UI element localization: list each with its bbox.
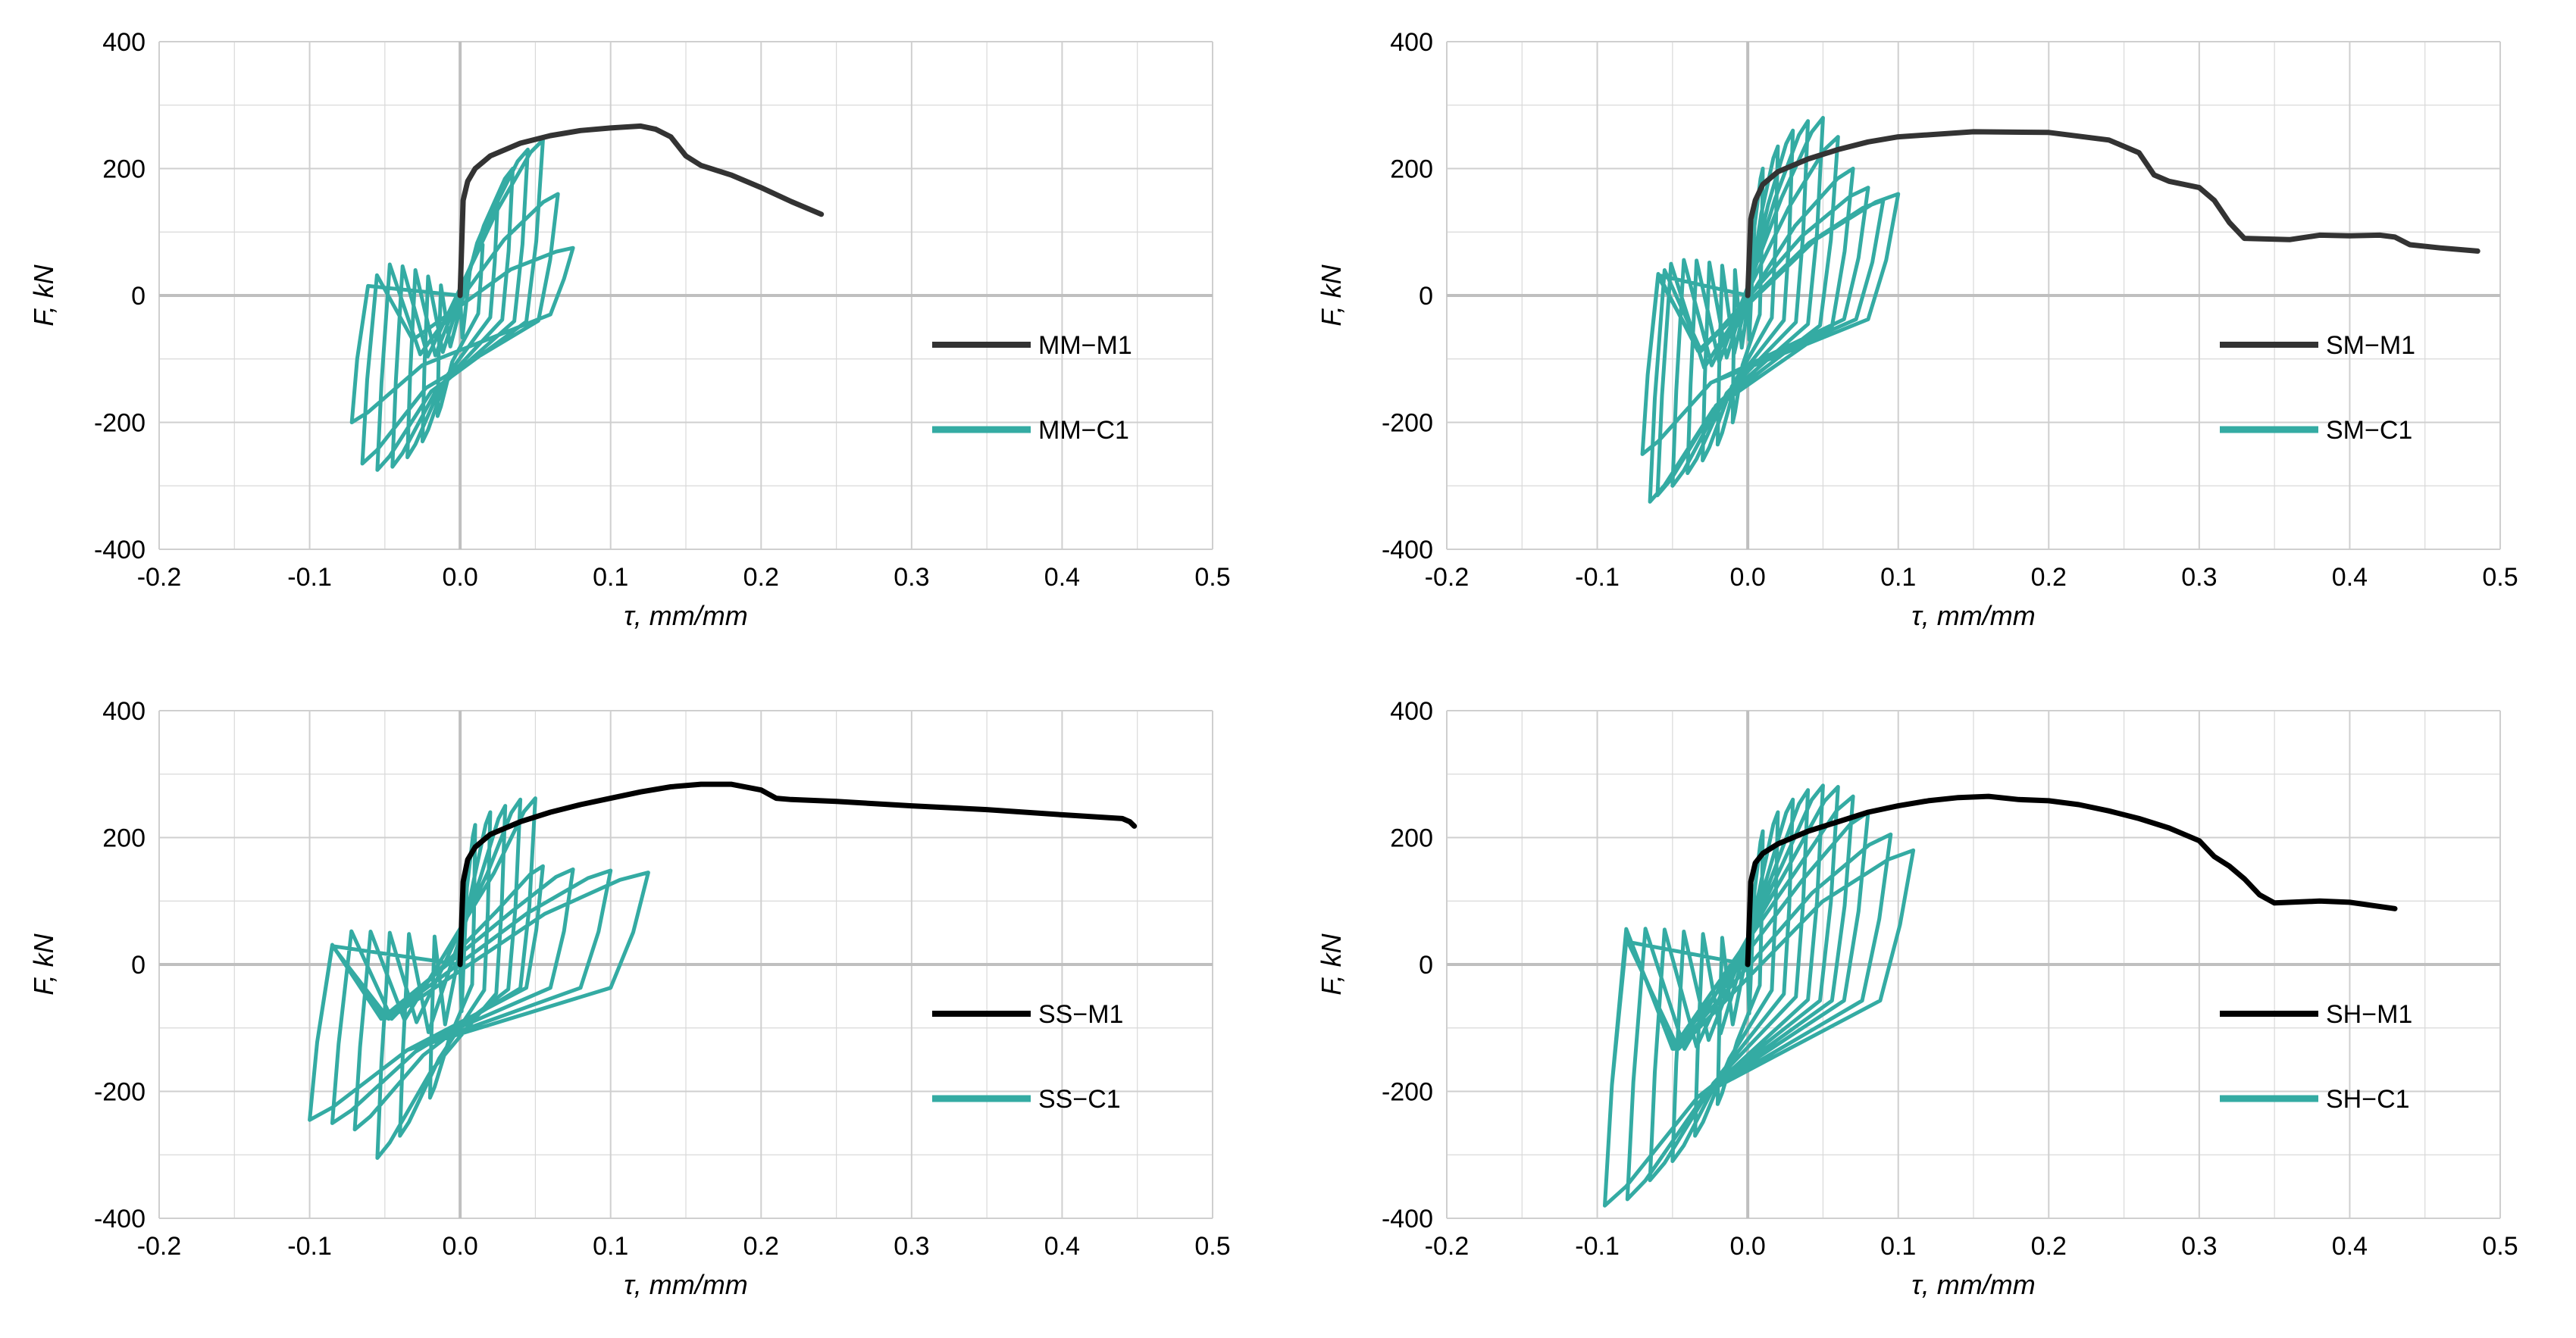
x-tick-label: 0.3 <box>2181 563 2217 592</box>
chart-sh: -0.2 -0.1 0.0 0.1 0.2 0.3 0.4 0.5 400 200 0 -200 -40… <box>1288 669 2576 1338</box>
series-line-monotonic <box>457 781 1138 968</box>
x-tick-label: 0.5 <box>1194 563 1230 592</box>
x-tick-label: -0.1 <box>287 1232 332 1261</box>
y-tick-label: -400 <box>1382 536 1433 564</box>
y-tick-label: 200 <box>1390 824 1433 853</box>
legend: SH−M1 SH−C1 <box>2220 1000 2412 1114</box>
y-axis-title: F, kN <box>28 933 59 995</box>
x-tick-label: 0.0 <box>1730 1232 1766 1261</box>
x-tick-label: -0.2 <box>1425 1232 1470 1261</box>
y-tick-label: -200 <box>1382 409 1433 438</box>
series-line-monotonic <box>457 123 825 299</box>
series-line-cyclic <box>308 796 650 1160</box>
y-tick-label: 0 <box>1419 282 1433 311</box>
y-axis-title: F, kN <box>1316 264 1347 326</box>
chart-sm: -0.2 -0.1 0.0 0.1 0.2 0.3 0.4 0.5 400 200 0 -200 -40… <box>1288 0 2576 669</box>
series-line-cyclic <box>1603 783 1916 1208</box>
x-tick-label: -0.1 <box>287 563 332 592</box>
legend-label: SH−C1 <box>2326 1085 2410 1114</box>
x-tick-label: 0.5 <box>2482 563 2518 592</box>
x-axis-title: τ, mm/mm <box>624 1269 747 1300</box>
y-tick-label: 0 <box>131 282 146 311</box>
x-tick-label: 0.0 <box>1730 563 1766 592</box>
legend: MM−M1 MM−C1 <box>932 331 1132 445</box>
legend-label: SH−M1 <box>2326 1000 2412 1029</box>
x-tick-label: 0.3 <box>894 1232 929 1261</box>
x-axis-title: τ, mm/mm <box>1911 1269 2035 1300</box>
y-tick-label: 200 <box>102 824 146 853</box>
x-tick-label: 0.2 <box>2031 563 2067 592</box>
legend-label: SS−C1 <box>1038 1085 1121 1114</box>
x-tick-label: 0.5 <box>2482 1232 2518 1261</box>
legend: SM−M1 SM−C1 <box>2220 331 2415 445</box>
y-tick-label: 400 <box>102 28 146 57</box>
y-tick-label: -400 <box>94 536 146 564</box>
x-tick-label: 0.2 <box>2031 1232 2067 1261</box>
series-line-cyclic <box>1640 116 1901 504</box>
x-tick-label: 0.4 <box>2332 563 2368 592</box>
series-line-monotonic <box>1745 129 2481 299</box>
y-tick-label: -200 <box>1382 1078 1433 1107</box>
legend-label: MM−M1 <box>1038 331 1132 360</box>
x-tick-label: 0.0 <box>443 1232 478 1261</box>
x-tick-label: -0.1 <box>1575 1232 1620 1261</box>
chart-ss: -0.2 -0.1 0.0 0.1 0.2 0.3 0.4 0.5 400 200 0 -200 -40… <box>0 669 1288 1338</box>
legend-label: SM−C1 <box>2326 416 2412 445</box>
chart-svg: -0.2 -0.1 0.0 0.1 0.2 0.3 0.4 0.5 400 200 0 -200 -40… <box>1316 28 2518 631</box>
x-tick-label: 0.2 <box>743 1232 779 1261</box>
y-tick-label: 0 <box>1419 951 1433 980</box>
x-tick-label: 0.1 <box>1880 563 1916 592</box>
x-tick-label: -0.1 <box>1575 563 1620 592</box>
x-tick-label: 0.0 <box>443 563 478 592</box>
y-tick-label: -400 <box>94 1205 146 1233</box>
y-tick-label: 0 <box>131 951 146 980</box>
x-tick-label: 0.1 <box>593 1232 628 1261</box>
legend-label: MM−C1 <box>1038 416 1129 445</box>
legend-label: SS−M1 <box>1038 1000 1123 1029</box>
x-tick-label: -0.2 <box>137 563 182 592</box>
x-tick-label: -0.2 <box>1425 563 1470 592</box>
x-tick-label: -0.2 <box>137 1232 182 1261</box>
x-tick-label: 0.4 <box>2332 1232 2368 1261</box>
x-tick-label: 0.4 <box>1044 1232 1080 1261</box>
y-tick-label: 400 <box>1390 28 1433 57</box>
x-tick-label: 0.3 <box>894 563 929 592</box>
x-tick-label: 0.1 <box>593 563 628 592</box>
y-tick-label: -200 <box>94 1078 146 1107</box>
y-tick-label: 400 <box>1390 697 1433 726</box>
x-tick-label: 0.5 <box>1194 1232 1230 1261</box>
legend-label: SM−M1 <box>2326 331 2415 360</box>
x-tick-label: 0.4 <box>1044 563 1080 592</box>
y-axis-title: F, kN <box>1316 933 1347 995</box>
x-tick-label: 0.2 <box>743 563 779 592</box>
x-axis-title: τ, mm/mm <box>1911 600 2035 631</box>
y-axis-title: F, kN <box>28 264 59 326</box>
x-axis-title: τ, mm/mm <box>624 600 747 631</box>
y-tick-label: -200 <box>94 409 146 438</box>
series-line-monotonic <box>1745 793 2398 968</box>
x-tick-label: 0.3 <box>2181 1232 2217 1261</box>
y-tick-label: 200 <box>102 155 146 184</box>
chart-mm: -0.2 -0.1 0.0 0.1 0.2 0.3 0.4 0.5 400 200 0 -200 -40… <box>0 0 1288 669</box>
series-line-cyclic <box>349 138 575 472</box>
y-tick-label: 200 <box>1390 155 1433 184</box>
legend: SS−M1 SS−C1 <box>932 1000 1123 1114</box>
chart-svg: -0.2 -0.1 0.0 0.1 0.2 0.3 0.4 0.5 400 200 0 -200 -40… <box>1316 697 2518 1300</box>
y-tick-label: 400 <box>102 697 146 726</box>
x-tick-label: 0.1 <box>1880 1232 1916 1261</box>
chart-svg: -0.2 -0.1 0.0 0.1 0.2 0.3 0.4 0.5 400 200 0 -200 -40… <box>28 28 1231 631</box>
chart-svg: -0.2 -0.1 0.0 0.1 0.2 0.3 0.4 0.5 400 200 0 -200 -40… <box>28 697 1231 1300</box>
y-tick-label: -400 <box>1382 1205 1433 1233</box>
